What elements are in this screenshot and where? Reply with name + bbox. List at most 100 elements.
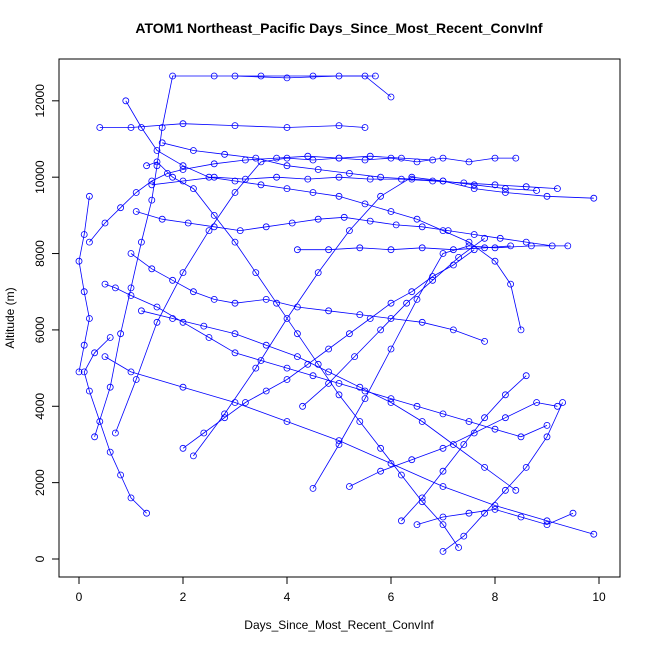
data-point: [179, 120, 187, 128]
data-point: [371, 72, 379, 80]
data-point: [444, 227, 452, 235]
data-point: [439, 467, 447, 475]
data-point: [273, 173, 281, 181]
data-point: [361, 200, 369, 208]
data-point: [491, 425, 499, 433]
data-point: [143, 162, 151, 170]
data-point: [418, 244, 426, 252]
data-point: [189, 185, 197, 193]
data-point: [481, 414, 489, 422]
data-point: [314, 166, 322, 173]
data-point: [75, 368, 83, 376]
data-point: [533, 399, 540, 406]
series-line: [162, 142, 537, 191]
data-point: [283, 154, 291, 162]
x-tick-label: 8: [492, 590, 499, 604]
data-point: [169, 173, 177, 181]
data-point: [221, 150, 229, 158]
y-tick-label: 6000: [33, 316, 47, 343]
x-axis-label: Days_Since_Most_Recent_ConvInf: [244, 618, 434, 632]
data-point: [231, 72, 239, 80]
data-point: [356, 244, 364, 252]
data-point: [158, 124, 166, 131]
data-point: [137, 124, 145, 131]
data-point: [470, 185, 478, 193]
data-point: [179, 444, 187, 452]
data-point: [148, 196, 156, 204]
data-point: [179, 177, 187, 185]
data-point: [377, 444, 385, 452]
data-point: [559, 399, 566, 406]
data-point: [86, 315, 93, 322]
data-point: [564, 242, 572, 250]
data-point: [257, 181, 265, 189]
data-point: [408, 173, 416, 181]
data-point: [117, 330, 124, 338]
data-point: [548, 242, 556, 250]
data-point: [501, 486, 509, 494]
data-point: [241, 156, 249, 164]
data-point: [236, 227, 244, 235]
series-line: [104, 356, 594, 535]
data-point: [335, 379, 343, 387]
data-point: [86, 387, 93, 395]
data-point: [413, 215, 421, 223]
data-point: [491, 154, 499, 162]
data-point: [335, 192, 343, 200]
data-point: [481, 234, 489, 242]
data-point: [522, 463, 530, 471]
data-point: [132, 376, 140, 383]
data-point: [361, 395, 369, 403]
data-point: [137, 238, 145, 246]
data-point: [283, 124, 291, 131]
data-point: [392, 221, 400, 229]
data-point: [158, 139, 166, 147]
data-point: [465, 238, 473, 246]
data-point: [356, 383, 364, 391]
data-point: [231, 238, 239, 246]
series-line: [115, 157, 516, 434]
data-point: [429, 156, 437, 164]
data-point: [481, 244, 489, 252]
data-point: [101, 280, 109, 288]
data-point: [512, 154, 520, 162]
data-point: [127, 124, 135, 131]
y-axis: 0 2000 4000 6000 8000 10000 12000: [33, 84, 60, 562]
series-line: [146, 161, 459, 548]
plot-frame: [58, 58, 621, 578]
data-point: [517, 513, 525, 521]
data-point: [397, 154, 405, 162]
data-point: [413, 295, 421, 303]
series-line: [89, 155, 433, 243]
data-point: [345, 483, 353, 490]
series-line: [312, 245, 568, 489]
data-point: [283, 376, 291, 383]
y-tick-label: 8000: [33, 240, 47, 267]
data-point: [241, 175, 249, 183]
data-point: [554, 402, 561, 410]
data-point: [325, 379, 333, 387]
data-point: [325, 307, 333, 315]
data-point: [517, 433, 525, 441]
data-point: [127, 368, 135, 376]
chart-title: ATOM1 Northeast_Pacific Days_Since_Most_…: [135, 20, 543, 36]
data-point: [465, 418, 473, 425]
data-point: [569, 509, 577, 517]
data-point: [387, 93, 395, 101]
data-point: [449, 326, 457, 334]
data-point: [314, 215, 322, 223]
data-point: [210, 72, 218, 80]
data-point: [304, 152, 312, 160]
series-line: [141, 310, 517, 491]
data-point: [283, 364, 291, 372]
data-point: [122, 97, 130, 105]
data-point: [387, 246, 395, 254]
data-point: [205, 227, 213, 235]
data-point: [252, 269, 260, 277]
data-point: [132, 189, 140, 196]
data-point: [231, 177, 239, 185]
data-point: [439, 177, 447, 185]
data-point: [465, 509, 473, 517]
data-point: [179, 269, 187, 277]
